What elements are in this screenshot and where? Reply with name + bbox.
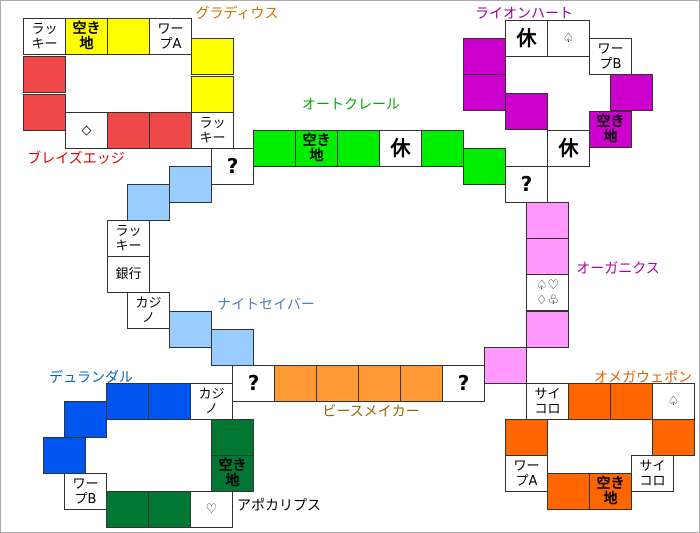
square [169,166,212,203]
square: ワープB [64,473,107,510]
square [107,112,150,149]
square [316,365,359,402]
district-name: オメガウェポン [594,370,692,386]
square: 空き地 [589,473,632,510]
square [358,365,401,402]
square [505,93,548,130]
square [610,74,653,111]
square [191,76,234,113]
square [463,38,506,75]
square: 休 [547,130,590,167]
square [568,383,611,420]
square: ? [442,365,485,402]
square [23,56,66,93]
square: ◇ [65,112,108,149]
square [547,473,590,510]
square: ♤♡♢♧ [526,274,569,311]
square [211,329,254,366]
square [400,365,443,402]
square [43,437,86,474]
district-name: ブレイズエッジ [27,151,125,167]
square: ワープA [149,18,192,55]
square: サイコロ [526,383,569,420]
square [652,419,695,456]
square: ? [232,365,275,402]
square [148,491,191,528]
square [337,130,380,167]
square: ワープA [505,455,548,492]
square [107,18,150,55]
district-name: ビースメイカー [322,404,420,420]
square [484,347,527,384]
square [274,365,317,402]
square: 空き地 [295,130,338,167]
square [526,311,569,348]
square: ♤ [547,20,590,57]
district-name: アポカリプス [237,498,321,514]
square [106,383,149,420]
square: ラッキー [107,220,150,257]
square: カジノ [190,383,233,420]
square [463,74,506,111]
district-name: デュランダル [49,370,133,386]
square [169,311,212,348]
square: 銀行 [107,256,150,293]
square: 空き地 [589,111,632,148]
square: 空き地 [65,18,108,55]
square [505,419,548,456]
square [421,130,464,167]
square [253,130,296,167]
square: ? [505,166,548,203]
square: サイコロ [631,455,674,492]
square [526,202,569,239]
district-name: オーガニクス [576,261,660,277]
district-name: ナイトセイバー [217,297,315,313]
district-name: オートクレール [302,97,400,113]
square [191,38,234,75]
district-name: ライオンハート [475,6,573,22]
square [23,94,66,131]
square [149,112,192,149]
square: ? [211,148,254,185]
square [526,238,569,275]
square: 休 [505,20,548,57]
square [211,419,254,456]
square [610,383,653,420]
square [127,184,170,221]
square: ♤ [652,383,695,420]
square: カジノ [127,292,170,329]
district-name: グラディウス [195,6,279,22]
square: 空き地 [211,455,254,492]
square: ラッキー [23,18,66,55]
square: ワープB [589,38,632,75]
square: ラッキー [191,112,234,149]
square: 休 [379,130,422,167]
square [64,401,107,438]
square [463,148,506,185]
square [106,491,149,528]
square: ♡ [190,491,233,528]
square [148,383,191,420]
